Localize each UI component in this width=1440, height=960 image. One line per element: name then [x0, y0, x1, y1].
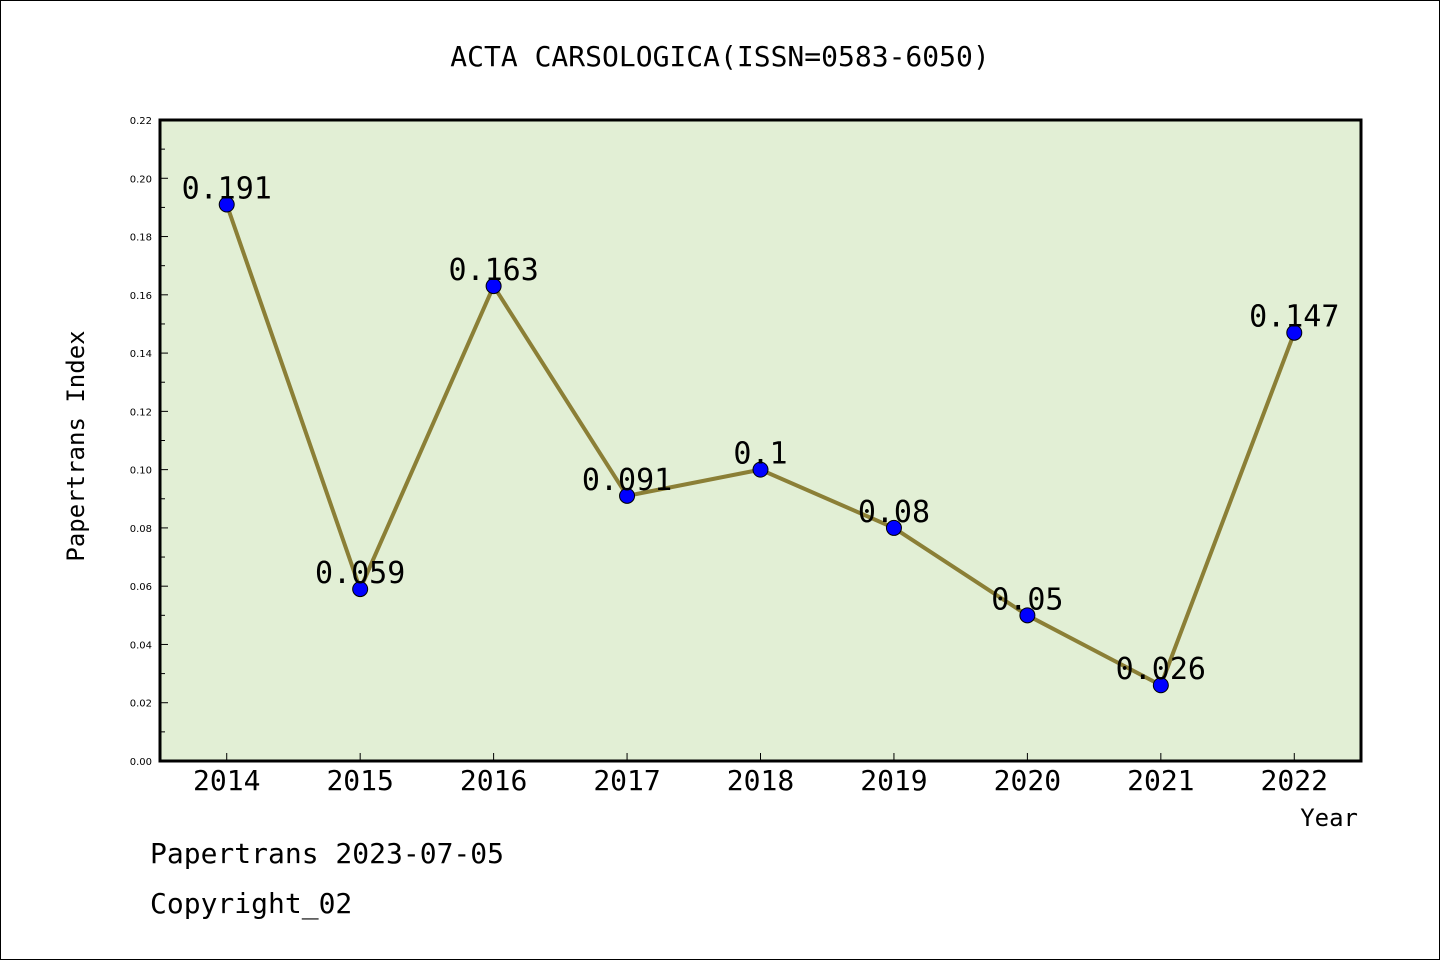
y-tick-label: 0.04: [130, 640, 152, 651]
y-tick-label: 0.12: [130, 407, 152, 418]
plot-area: [158, 118, 1363, 763]
data-label: 0.191: [182, 171, 272, 206]
x-tick-label: 2018: [727, 764, 794, 797]
y-tick-label: 0.06: [130, 582, 152, 593]
y-tick-label: 0.14: [130, 349, 152, 360]
data-label: 0.08: [858, 495, 930, 530]
x-tick-label: 2019: [860, 764, 927, 797]
x-axis-label: Year: [1300, 804, 1358, 832]
footer-date: Papertrans 2023-07-05: [150, 837, 504, 870]
data-labels-group: 0.191 0.059 0.163 0.091 0.1 0.08 0.05 0.026 0.14…: [182, 171, 1340, 687]
y-axis: 0.00 0.02 0.04 0.06 0.08 0.10 0.12 0.14 0.16 0.18…: [130, 116, 168, 768]
data-label: 0.163: [448, 253, 538, 288]
data-point: [1019, 607, 1036, 624]
x-axis: 2014 2015 2016 2017 2018 2019 2020 2021 2022: [193, 753, 1328, 797]
data-point: [885, 519, 902, 536]
chart-title: ACTA CARSOLOGICA(ISSN=0583-6050): [450, 40, 989, 73]
data-label: 0.147: [1249, 300, 1339, 335]
data-point: [218, 196, 235, 213]
data-label: 0.05: [991, 582, 1063, 617]
series-line-group: [218, 196, 1303, 694]
y-axis-label: Papertrans Index: [62, 330, 90, 561]
data-label: 0.1: [733, 437, 787, 472]
footer-copyright: Copyright_02: [150, 887, 352, 921]
x-tick-label: 2016: [460, 764, 527, 797]
data-label: 0.091: [582, 463, 672, 498]
data-point: [485, 278, 502, 295]
y-tick-label: 0.22: [130, 116, 152, 127]
data-label: 0.059: [315, 556, 405, 591]
data-point: [752, 461, 769, 478]
x-tick-label: 2014: [193, 764, 260, 797]
y-tick-label: 0.00: [130, 757, 152, 768]
x-tick-label: 2022: [1261, 764, 1328, 797]
y-tick-label: 0.20: [130, 174, 152, 185]
y-tick-label: 0.10: [130, 466, 152, 477]
data-point: [352, 581, 369, 598]
y-tick-label: 0.08: [130, 524, 152, 535]
data-point: [1286, 324, 1303, 341]
x-tick-label: 2017: [593, 764, 660, 797]
data-point: [1152, 677, 1169, 694]
data-point: [619, 487, 636, 504]
y-tick-label: 0.16: [130, 291, 152, 302]
data-label: 0.026: [1116, 652, 1206, 687]
x-tick-label: 2021: [1127, 764, 1194, 797]
x-tick-label: 2020: [994, 764, 1061, 797]
y-tick-label: 0.18: [130, 233, 152, 244]
y-tick-label: 0.02: [130, 699, 152, 710]
x-tick-label: 2015: [326, 764, 393, 797]
